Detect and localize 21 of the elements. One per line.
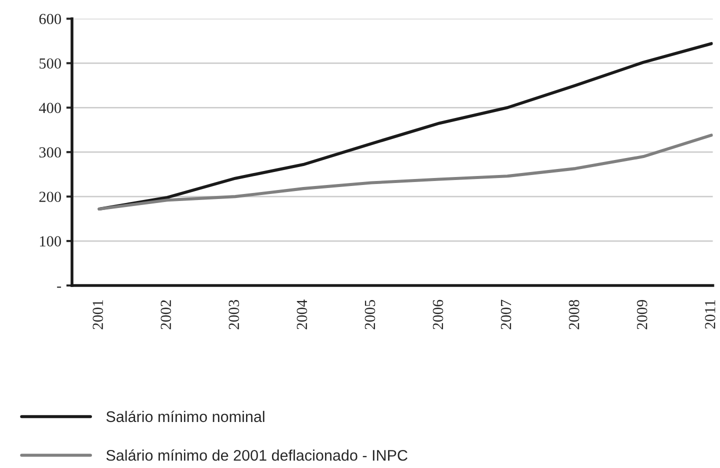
y-tick-label: 100 bbox=[40, 236, 61, 246]
x-tick-label: 2001 bbox=[92, 300, 104, 330]
y-tick-label: 300 bbox=[39, 147, 61, 158]
x-tick-label: 2011 bbox=[704, 300, 716, 329]
x-tick-label: 2005 bbox=[364, 300, 376, 330]
line-series bbox=[98, 42, 713, 211]
y-tick-label: 500 bbox=[40, 58, 61, 69]
x-tick-label: 2002 bbox=[160, 300, 172, 330]
y-tick-label: 200 bbox=[39, 192, 61, 202]
y-tick-label: 400 bbox=[38, 102, 61, 114]
line-series bbox=[98, 134, 713, 211]
y-tick-label: - bbox=[57, 286, 62, 288]
x-tick-label: 2007 bbox=[500, 300, 512, 330]
x-tick-label: 2003 bbox=[228, 300, 240, 330]
x-tick-label: 2006 bbox=[432, 300, 444, 330]
legend-label: Salário mínimo nominal bbox=[106, 410, 264, 422]
x-tick-label: 2004 bbox=[296, 300, 308, 330]
legend-label: Salário mínimo de 2001 deflacionado - INPC bbox=[106, 449, 408, 461]
x-tick-label: 2008 bbox=[568, 300, 580, 330]
y-tick-label: 600 bbox=[39, 14, 61, 24]
x-tick-label: 2009 bbox=[636, 300, 648, 330]
